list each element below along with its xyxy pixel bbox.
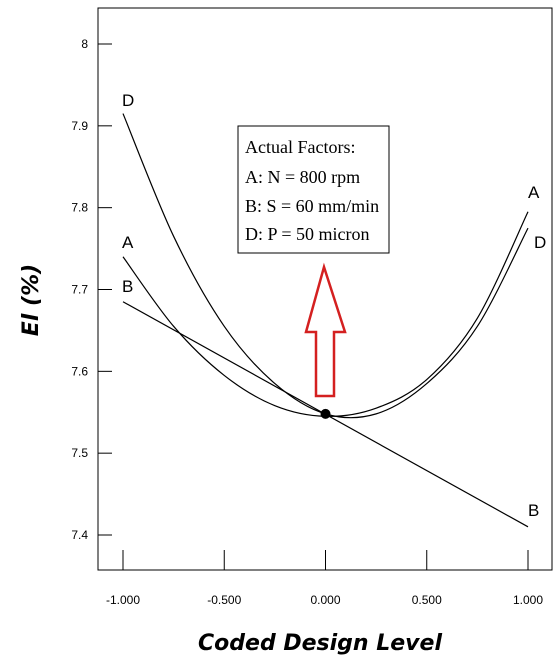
x-tick-label: 0.000 [310,593,340,607]
actual-factors-box: Actual Factors: A: N = 800 rpm B: S = 60… [237,125,390,254]
y-tick-label: 7.4 [71,528,88,542]
center-point [320,408,331,419]
factor-d: D: P = 50 micron [245,224,369,244]
y-tick-label: 7.7 [71,283,88,297]
y-tick-label: 7.6 [71,364,88,378]
curve-label-a: A [528,183,540,202]
curve-label-a: A [122,233,134,252]
factors-title: Actual Factors: [245,137,355,157]
y-axis: 7.4 7.5 7.6 7.7 7.8 7.9 8 [71,37,112,542]
y-tick-label: 8 [81,37,88,51]
factor-a: A: N = 800 rpm [245,167,360,187]
x-axis: -1.000 -0.500 0.000 0.500 1.000 [106,550,543,607]
curve-label-d: D [534,233,546,252]
x-tick-label: 1.000 [513,593,543,607]
x-tick-label: 0.500 [412,593,442,607]
y-axis-title: El (%) [19,264,44,336]
series-d-line [122,113,529,419]
curve-labels: D A B A D B [122,91,546,520]
factor-b: B: S = 60 mm/min [245,196,379,216]
curve-label-b: B [528,501,539,520]
y-tick-label: 7.8 [71,201,88,215]
y-tick-label: 7.5 [71,446,88,460]
x-tick-label: -0.500 [207,593,241,607]
curve-label-b: B [122,277,133,296]
red-arrow-icon [304,262,347,398]
y-tick-label: 7.9 [71,119,88,133]
x-axis-title: Coded Design Level [198,631,442,656]
x-tick-label: -1.000 [106,593,140,607]
curve-label-d: D [122,91,134,110]
